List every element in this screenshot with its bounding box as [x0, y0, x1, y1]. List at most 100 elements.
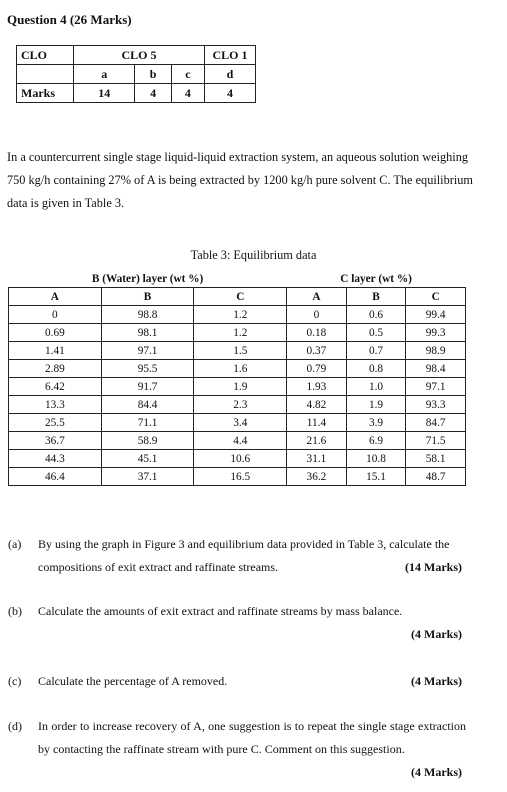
- table-cell: 1.9: [193, 377, 288, 396]
- table-cell: 37.1: [100, 467, 195, 486]
- part-text: Calculate the percentage of A removed.: [38, 674, 228, 688]
- table-cell: 97.1: [100, 341, 195, 360]
- part-text: In order to increase recovery of A, one …: [38, 719, 466, 756]
- table-cell: 16.5: [193, 467, 288, 486]
- table-cell: 1.0: [345, 377, 407, 396]
- table-cell: 0: [286, 305, 347, 324]
- table-cell: 2.3: [193, 395, 288, 414]
- table-cell: 3.9: [345, 413, 407, 432]
- table-cell: 93.3: [405, 395, 466, 414]
- table-row: 0.69 98.1 1.2 0.18 0.5 99.3: [8, 323, 466, 342]
- table-cell: 0.6: [345, 305, 407, 324]
- question-part-b: (b) Calculate the amounts of exit extrac…: [8, 600, 466, 648]
- table-row: 36.7 58.9 4.4 21.6 6.9 71.5: [8, 431, 466, 450]
- table-cell: 71.5: [405, 431, 466, 450]
- clo-label: CLO: [16, 45, 74, 65]
- question-part-d: (d) In order to increase recovery of A, …: [8, 715, 466, 785]
- part-label: (c): [8, 674, 22, 688]
- table-cell: 0.7: [345, 341, 407, 360]
- table-cell: 31.1: [286, 449, 347, 468]
- table-cell: 98.8: [100, 305, 195, 324]
- table-cell: 4.4: [193, 431, 288, 450]
- table-row: 46.4 37.1 16.5 36.2 15.1 48.7: [8, 467, 466, 486]
- table-cell: 25.5: [8, 413, 102, 432]
- question-part-c: (c) Calculate the percentage of A remove…: [8, 670, 466, 694]
- b-layer-header: B (Water) layer (wt %): [91, 272, 204, 285]
- marks-c: 4: [170, 83, 206, 103]
- clo1-header: CLO 1: [204, 45, 256, 65]
- marks-b: 4: [134, 83, 172, 103]
- question-title: Question 4 (26 Marks): [7, 12, 132, 27]
- table-cell: 0.79: [286, 359, 347, 378]
- col-header: A: [286, 287, 347, 306]
- intro-paragraph: In a countercurrent single stage liquid-…: [7, 150, 473, 210]
- table-cell: 13.3: [8, 395, 102, 414]
- part-b-header: b: [134, 64, 172, 84]
- marks-a: 14: [72, 83, 136, 103]
- clo5-header: CLO 5: [73, 45, 205, 65]
- table-row: 25.5 71.1 3.4 11.4 3.9 84.7: [8, 413, 466, 432]
- marks-badge: (14 Marks): [405, 560, 462, 574]
- marks-badge: (4 Marks): [411, 627, 462, 641]
- table-cell: 1.2: [193, 305, 288, 324]
- marks-badge: (4 Marks): [411, 765, 462, 779]
- table-row: 13.3 84.4 2.3 4.82 1.9 93.3: [8, 395, 466, 414]
- table-cell: 3.4: [193, 413, 288, 432]
- table-cell: 95.5: [100, 359, 195, 378]
- table-cell: 48.7: [405, 467, 466, 486]
- table-cell: 0.8: [345, 359, 407, 378]
- table-cell: 1.41: [8, 341, 102, 360]
- part-text: Calculate the amounts of exit extract an…: [38, 604, 403, 618]
- table-row: 6.42 91.7 1.9 1.93 1.0 97.1: [8, 377, 466, 396]
- col-header: C: [193, 287, 288, 306]
- clo-marks-table: CLO CLO 5 CLO 1 a b c d Marks 14 4 4 4: [16, 45, 256, 103]
- equilibrium-table: B (Water) layer (wt %) C layer (wt %) A …: [8, 270, 466, 486]
- table-cell: 6.42: [8, 377, 102, 396]
- table-cell: 4.82: [286, 395, 347, 414]
- table-cell: 2.89: [8, 359, 102, 378]
- table-cell: 44.3: [8, 449, 102, 468]
- table-cell: 45.1: [100, 449, 195, 468]
- marks-d: 4: [204, 83, 256, 103]
- table-caption: Table 3: Equilibrium data: [190, 248, 317, 262]
- part-label: (a): [8, 537, 22, 551]
- clo-empty-cell: [16, 64, 74, 84]
- col-header: C: [405, 287, 466, 306]
- table-row: 44.3 45.1 10.6 31.1 10.8 58.1: [8, 449, 466, 468]
- table-cell: 1.2: [193, 323, 288, 342]
- part-label: (d): [8, 719, 22, 733]
- table-cell: 84.4: [100, 395, 195, 414]
- table-cell: 98.9: [405, 341, 466, 360]
- part-text: By using the graph in Figure 3 and equil…: [38, 537, 450, 574]
- col-header: B: [345, 287, 407, 306]
- marks-label: Marks: [16, 83, 74, 103]
- table-cell: 1.5: [193, 341, 288, 360]
- part-label: (b): [8, 604, 22, 618]
- table-cell: 36.7: [8, 431, 102, 450]
- table-cell: 99.4: [405, 305, 466, 324]
- table-cell: 6.9: [345, 431, 407, 450]
- table-cell: 91.7: [100, 377, 195, 396]
- table-cell: 36.2: [286, 467, 347, 486]
- table-cell: 0: [8, 305, 102, 324]
- table-cell: 46.4: [8, 467, 102, 486]
- table-cell: 58.1: [405, 449, 466, 468]
- col-header: B: [100, 287, 195, 306]
- table-cell: 58.9: [100, 431, 195, 450]
- table-cell: 84.7: [405, 413, 466, 432]
- c-layer-header: C layer (wt %): [340, 272, 412, 285]
- table-cell: 97.1: [405, 377, 466, 396]
- table-cell: 21.6: [286, 431, 347, 450]
- table-cell: 11.4: [286, 413, 347, 432]
- table-cell: 99.3: [405, 323, 466, 342]
- col-header: A: [8, 287, 102, 306]
- table-cell: 1.9: [345, 395, 407, 414]
- table-row: 0 98.8 1.2 0 0.6 99.4: [8, 305, 466, 324]
- table-cell: 1.93: [286, 377, 347, 396]
- part-d-header: d: [204, 64, 256, 84]
- table-cell: 1.6: [193, 359, 288, 378]
- table-cell: 15.1: [345, 467, 407, 486]
- table-cell: 0.18: [286, 323, 347, 342]
- table-row: 1.41 97.1 1.5 0.37 0.7 98.9: [8, 341, 466, 360]
- table-cell: 0.69: [8, 323, 102, 342]
